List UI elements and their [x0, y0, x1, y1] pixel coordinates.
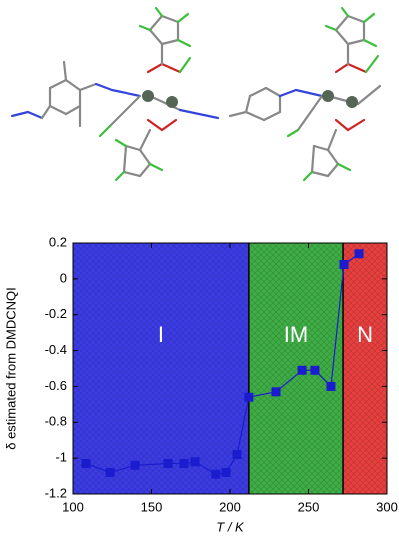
data-point — [179, 459, 188, 468]
region-label: N — [357, 322, 373, 347]
data-point — [339, 260, 348, 269]
molecule-structure — [230, 8, 380, 180]
molecule-structure — [12, 8, 218, 180]
x-tick-label: 200 — [219, 499, 241, 514]
data-point — [82, 459, 91, 468]
data-point — [222, 468, 231, 477]
region-hatch — [249, 243, 343, 494]
region-label: I — [158, 322, 164, 347]
data-point — [298, 366, 307, 375]
x-tick-label: 100 — [62, 499, 84, 514]
data-point — [190, 457, 199, 466]
data-point — [233, 450, 242, 459]
data-point — [131, 461, 140, 470]
data-point — [326, 382, 335, 391]
molecule-unit — [12, 8, 218, 180]
data-point — [355, 249, 364, 258]
data-point — [272, 387, 281, 396]
y-tick-label: -0.8 — [45, 414, 67, 429]
data-point — [244, 393, 253, 402]
data-point — [211, 470, 220, 479]
region-hatch — [73, 243, 249, 494]
y-tick-label: -0.2 — [45, 306, 67, 321]
data-point — [106, 468, 115, 477]
y-tick-label: -0.6 — [45, 378, 67, 393]
region-label: IM — [284, 322, 308, 347]
figure: I IM N 100 150 200 250 300 -1.2 -1 -0.8 -0.6 -0.4 -0.… — [0, 0, 399, 536]
y-axis-label: δ estimated from DMDCNQI — [3, 287, 18, 450]
y-tick-label: 0 — [60, 270, 67, 285]
y-tick-label: -1.2 — [45, 485, 67, 500]
y-tick-label: -1 — [55, 450, 67, 465]
x-axis-label: T / K — [216, 519, 245, 534]
y-tick-label: -0.4 — [45, 342, 67, 357]
x-tick-label: 250 — [298, 499, 320, 514]
region-hatch — [343, 243, 387, 494]
x-tick-label: 300 — [376, 499, 398, 514]
data-point — [310, 366, 319, 375]
y-tick-label: 0.2 — [49, 234, 67, 249]
data-point — [163, 459, 172, 468]
x-tick-label: 150 — [141, 499, 163, 514]
